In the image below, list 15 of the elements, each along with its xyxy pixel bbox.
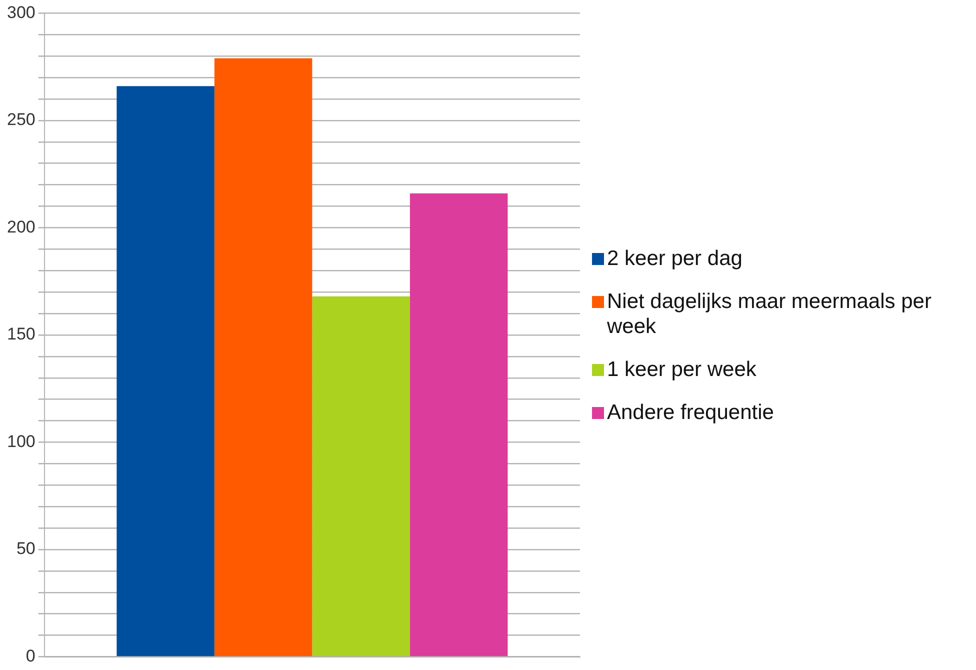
bar bbox=[312, 296, 410, 656]
legend-label: 2 keer per dag bbox=[607, 246, 742, 270]
y-tick-label: 50 bbox=[16, 539, 36, 558]
y-tick-label: 150 bbox=[6, 324, 36, 344]
legend-label: Niet dagelijks maar meermaals per week bbox=[607, 288, 932, 338]
y-tick-label: 100 bbox=[6, 432, 36, 451]
legend-label: 1 keer per week bbox=[607, 356, 756, 382]
bar bbox=[214, 58, 312, 656]
bar bbox=[116, 86, 214, 656]
bar bbox=[410, 193, 508, 656]
y-tick-label: 300 bbox=[6, 2, 36, 22]
y-tick-label: 200 bbox=[6, 217, 36, 236]
y-tick-label: 0 bbox=[26, 646, 36, 666]
y-tick-label: 250 bbox=[6, 110, 36, 130]
legend-label: Andere frequentie bbox=[607, 400, 774, 424]
